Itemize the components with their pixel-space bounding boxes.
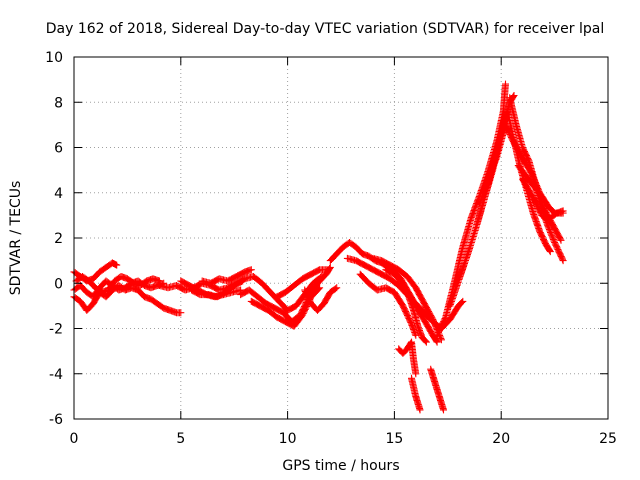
x-tick-label: 5	[176, 431, 185, 447]
series-arc-18	[382, 266, 430, 346]
x-tick-label: 20	[492, 431, 510, 447]
point-markers	[301, 284, 341, 314]
series-arc-20	[408, 374, 424, 414]
x-tick-label: 25	[599, 431, 617, 447]
x-tick-labels: 0 5 10 15 20 25	[70, 431, 617, 447]
point-markers	[433, 80, 509, 339]
y-tick-label: -2	[49, 322, 63, 338]
series-arc-14	[326, 239, 441, 346]
y-tick-label: 6	[54, 141, 63, 157]
point-markers	[427, 365, 447, 414]
series-arc-19	[395, 338, 420, 378]
data-points	[70, 80, 567, 414]
series-arc-17	[369, 254, 445, 344]
y-tick-label: 8	[54, 95, 63, 111]
point-markers	[273, 266, 332, 301]
series-arc-11	[247, 284, 324, 330]
point-markers	[247, 284, 324, 330]
y-tick-labels: -6 -4 -2 0 2 4 6 8 10	[45, 50, 63, 428]
y-tick-label: -6	[49, 412, 63, 428]
y-tick-label: -4	[49, 367, 63, 383]
y-tick-label: 0	[54, 276, 63, 292]
x-axis-label: GPS time / hours	[282, 458, 399, 474]
y-tick-label: 10	[45, 50, 63, 66]
series-arc-21	[427, 365, 447, 414]
x-tick-label: 10	[279, 431, 297, 447]
chart-title: Day 162 of 2018, Sidereal Day-to-day VTE…	[46, 21, 604, 37]
grid-lines	[74, 57, 608, 419]
point-markers	[369, 254, 445, 344]
point-markers	[198, 266, 255, 287]
point-markers	[72, 273, 163, 296]
y-axis-label: SDTVAR / TECUs	[8, 181, 24, 296]
series-arc-8	[198, 266, 255, 287]
series-arc-12	[273, 266, 332, 301]
point-markers	[519, 175, 567, 224]
point-markers	[395, 338, 420, 378]
point-markers	[326, 239, 441, 346]
point-markers	[356, 270, 420, 339]
point-markers	[382, 266, 430, 346]
series-arc-13	[301, 284, 341, 314]
axis-ticks	[73, 56, 609, 420]
series-arc-22	[433, 80, 509, 339]
y-tick-label: 2	[54, 231, 63, 247]
point-markers	[188, 277, 247, 301]
series-arc-28	[519, 175, 567, 224]
series-arc-16	[356, 270, 420, 339]
x-tick-label: 15	[385, 431, 403, 447]
series-arc-7	[188, 277, 247, 301]
series-arc-4	[72, 273, 163, 296]
point-markers	[408, 374, 424, 414]
x-tick-label: 0	[70, 431, 79, 447]
y-tick-label: 4	[54, 186, 63, 202]
